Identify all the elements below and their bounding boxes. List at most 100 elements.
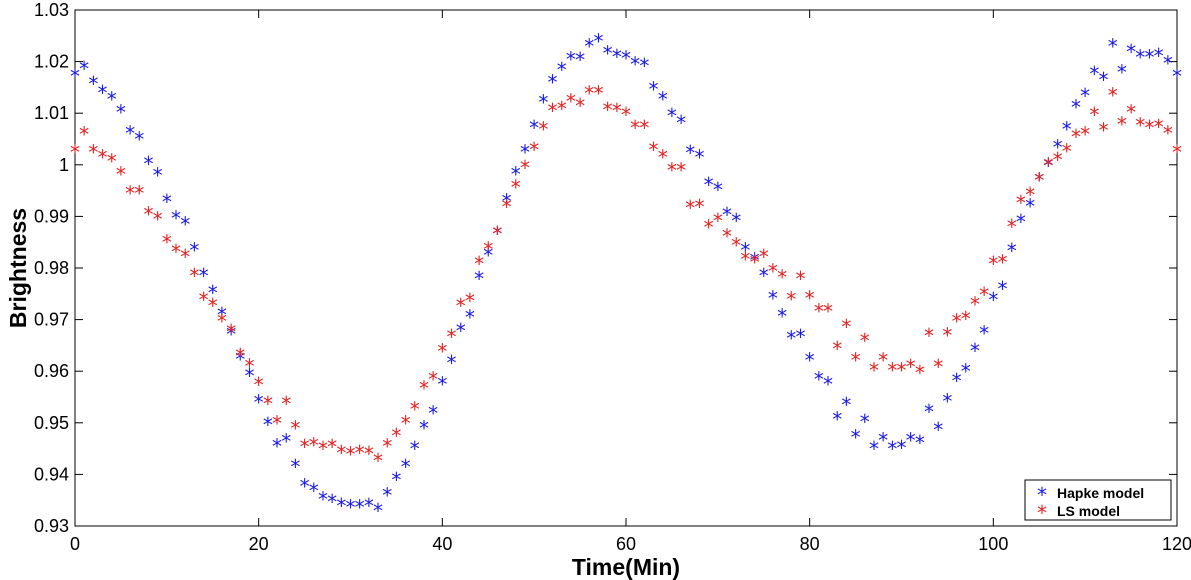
x-tick-label: 20 bbox=[249, 534, 269, 554]
data-point-hapke-model: * bbox=[492, 222, 502, 246]
data-point-ls-model: * bbox=[1053, 148, 1063, 172]
data-point-hapke-model: * bbox=[1053, 136, 1063, 160]
data-point-hapke-model: * bbox=[98, 81, 108, 105]
data-point-ls-model: * bbox=[520, 156, 530, 180]
data-point-ls-model: * bbox=[382, 434, 392, 458]
data-point-ls-model: * bbox=[456, 294, 466, 318]
data-point-hapke-model: * bbox=[906, 428, 916, 452]
data-point-ls-model: * bbox=[841, 315, 851, 339]
data-point-ls-model: * bbox=[511, 175, 521, 199]
data-point-ls-model: * bbox=[143, 202, 153, 226]
data-point-ls-model: * bbox=[263, 392, 273, 416]
data-point-ls-model: * bbox=[740, 248, 750, 272]
data-point-ls-model: * bbox=[1034, 169, 1044, 193]
data-point-ls-model: * bbox=[1099, 119, 1109, 143]
data-point-ls-model: * bbox=[226, 320, 236, 344]
y-tick-label: 0.96 bbox=[34, 361, 69, 381]
data-point-hapke-model: * bbox=[694, 146, 704, 170]
legend: * Hapke model * LS model bbox=[1024, 479, 1172, 525]
data-point-ls-model: * bbox=[823, 299, 833, 323]
data-point-ls-model: * bbox=[125, 182, 135, 206]
data-point-hapke-model: * bbox=[437, 373, 447, 397]
data-point-hapke-model: * bbox=[621, 46, 631, 70]
data-point-ls-model: * bbox=[300, 435, 310, 459]
data-point-hapke-model: * bbox=[1135, 45, 1145, 69]
data-point-ls-model: * bbox=[612, 99, 622, 123]
data-point-ls-model: * bbox=[529, 138, 539, 162]
data-point-hapke-model: * bbox=[860, 410, 870, 434]
data-point-ls-model: * bbox=[281, 392, 291, 416]
data-point-hapke-model: * bbox=[575, 48, 585, 72]
data-point-hapke-model: * bbox=[79, 57, 89, 81]
data-point-hapke-model: * bbox=[254, 391, 264, 415]
data-point-hapke-model: * bbox=[777, 304, 787, 328]
data-point-ls-model: * bbox=[694, 195, 704, 219]
data-point-ls-model: * bbox=[575, 94, 585, 118]
data-point-hapke-model: * bbox=[970, 339, 980, 363]
data-point-hapke-model: * bbox=[750, 249, 760, 273]
data-point-hapke-model: * bbox=[841, 393, 851, 417]
data-point-hapke-model: * bbox=[327, 490, 337, 514]
data-point-hapke-model: * bbox=[722, 203, 732, 227]
data-point-ls-model: * bbox=[713, 209, 723, 233]
data-point-hapke-model: * bbox=[593, 29, 603, 53]
data-point-ls-model: * bbox=[88, 140, 98, 164]
data-point-ls-model: * bbox=[639, 116, 649, 140]
data-point-hapke-model: * bbox=[382, 483, 392, 507]
data-point-ls-model: * bbox=[759, 245, 769, 269]
x-tick-label: 60 bbox=[616, 534, 636, 554]
data-point-hapke-model: * bbox=[897, 436, 907, 460]
data-point-ls-model: * bbox=[290, 416, 300, 440]
data-point-hapke-model: * bbox=[731, 209, 741, 233]
data-point-hapke-model: * bbox=[942, 390, 952, 414]
data-point-ls-model: * bbox=[153, 207, 163, 231]
data-point-hapke-model: * bbox=[1025, 195, 1035, 219]
data-point-ls-model: * bbox=[750, 250, 760, 274]
data-point-hapke-model: * bbox=[566, 47, 576, 71]
data-point-ls-model: * bbox=[649, 138, 659, 162]
data-point-ls-model: * bbox=[410, 397, 420, 421]
y-axis-title: Brightness bbox=[5, 208, 31, 328]
data-point-hapke-model: * bbox=[805, 348, 815, 372]
data-point-hapke-model: * bbox=[924, 400, 934, 424]
data-point-ls-model: * bbox=[1071, 125, 1081, 149]
data-point-hapke-model: * bbox=[887, 437, 897, 461]
data-point-ls-model: * bbox=[1135, 114, 1145, 138]
data-point-hapke-model: * bbox=[704, 173, 714, 197]
data-point-ls-model: * bbox=[979, 283, 989, 307]
data-point-ls-model: * bbox=[722, 224, 732, 248]
data-point-hapke-model: * bbox=[878, 428, 888, 452]
data-point-hapke-model: * bbox=[998, 277, 1008, 301]
y-tick-label: 1.01 bbox=[34, 103, 69, 123]
data-point-ls-model: * bbox=[988, 252, 998, 276]
data-point-hapke-model: * bbox=[851, 426, 861, 450]
data-point-hapke-model: * bbox=[529, 116, 539, 140]
data-point-ls-model: * bbox=[1080, 122, 1090, 146]
data-point-hapke-model: * bbox=[116, 101, 126, 125]
data-point-hapke-model: * bbox=[483, 244, 493, 268]
data-point-hapke-model: * bbox=[685, 141, 695, 165]
data-point-ls-model: * bbox=[970, 293, 980, 317]
legend-label-ls-model: LS model bbox=[1057, 503, 1120, 519]
legend-label-hapke-model: Hapke model bbox=[1057, 485, 1144, 501]
data-point-ls-model: * bbox=[1163, 121, 1173, 145]
data-point-hapke-model: * bbox=[786, 327, 796, 351]
data-point-hapke-model: * bbox=[456, 319, 466, 343]
data-point-ls-model: * bbox=[419, 377, 429, 401]
data-point-hapke-model: * bbox=[520, 140, 530, 164]
data-point-ls-model: * bbox=[538, 118, 548, 142]
data-point-hapke-model: * bbox=[1108, 35, 1118, 59]
data-point-ls-model: * bbox=[391, 424, 401, 448]
data-point-hapke-model: * bbox=[795, 325, 805, 349]
data-point-ls-model: * bbox=[171, 240, 181, 264]
data-point-ls-model: * bbox=[630, 116, 640, 140]
data-point-hapke-model: * bbox=[952, 369, 962, 393]
data-point-ls-model: * bbox=[401, 411, 411, 435]
y-tick-label: 0.97 bbox=[34, 310, 69, 330]
data-point-ls-model: * bbox=[254, 373, 264, 397]
y-tick-label: 0.99 bbox=[34, 206, 69, 226]
data-point-ls-model: * bbox=[860, 329, 870, 353]
data-point-ls-model: * bbox=[1117, 112, 1127, 136]
data-point-ls-model: * bbox=[502, 195, 512, 219]
data-point-ls-model: * bbox=[1089, 103, 1099, 127]
